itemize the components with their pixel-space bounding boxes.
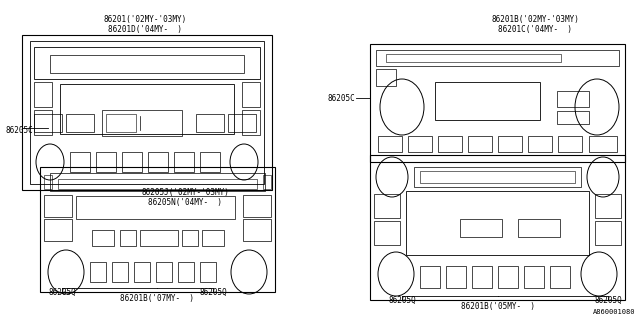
Bar [58, 179, 257, 189]
Bar [460, 219, 502, 237]
Bar [22, 35, 272, 190]
Bar [378, 136, 402, 152]
Bar [376, 69, 396, 86]
Text: 86201D('04MY-  ): 86201D('04MY- ) [108, 25, 182, 34]
Bar [182, 230, 198, 246]
Text: 86201C('04MY-  ): 86201C('04MY- ) [498, 25, 572, 34]
Bar [76, 196, 235, 219]
Bar [557, 91, 589, 107]
Bar [557, 111, 589, 124]
Text: 86205J('02MY-'03MY): 86205J('02MY-'03MY) [141, 188, 229, 197]
Text: 86205C: 86205C [5, 125, 33, 134]
Bar [242, 82, 260, 107]
Text: 86205Q: 86205Q [388, 295, 416, 305]
Text: 86205Q: 86205Q [594, 295, 622, 305]
Bar [406, 191, 589, 255]
Bar [196, 114, 224, 132]
Bar [518, 219, 560, 237]
Bar [44, 219, 72, 241]
Bar [472, 266, 492, 288]
Bar [386, 54, 561, 62]
Bar [550, 266, 570, 288]
Text: A860001080: A860001080 [593, 309, 635, 315]
Bar [120, 230, 136, 246]
Bar [420, 171, 575, 183]
Bar [34, 82, 52, 107]
Bar [148, 152, 168, 172]
Bar [202, 230, 224, 246]
Bar [589, 136, 617, 152]
Bar [134, 262, 150, 282]
Bar [263, 175, 271, 189]
Text: 86205Q: 86205Q [199, 287, 227, 297]
Bar [50, 173, 265, 191]
Bar [408, 136, 432, 152]
Bar [140, 230, 178, 246]
Bar [524, 266, 544, 288]
Bar [34, 114, 62, 132]
Bar [468, 136, 492, 152]
Bar [528, 136, 552, 152]
Bar [92, 230, 114, 246]
Bar [34, 110, 52, 135]
Bar [200, 262, 216, 282]
Bar [243, 195, 271, 217]
Bar [90, 262, 106, 282]
Bar [96, 152, 116, 172]
Bar [122, 152, 142, 172]
Bar [228, 114, 256, 132]
Bar [178, 262, 194, 282]
Bar [446, 266, 466, 288]
Bar [30, 41, 264, 184]
Bar [60, 84, 234, 134]
Bar [174, 152, 194, 172]
Bar [498, 136, 522, 152]
Bar [370, 44, 625, 162]
Bar [44, 195, 72, 217]
Bar [420, 266, 440, 288]
Bar [156, 262, 172, 282]
Text: 86205C: 86205C [327, 93, 355, 102]
Bar [374, 194, 400, 218]
Bar [242, 110, 260, 135]
Bar [376, 50, 619, 66]
Bar [70, 152, 90, 172]
Bar [370, 155, 625, 300]
Bar [112, 262, 128, 282]
Bar [102, 110, 182, 136]
Text: 86205Q: 86205Q [48, 287, 76, 297]
Text: 86201B('05MY-  ): 86201B('05MY- ) [461, 301, 535, 310]
Bar [595, 194, 621, 218]
Text: 86201('02MY-'03MY): 86201('02MY-'03MY) [104, 14, 187, 23]
Text: 86201B('07MY-  ): 86201B('07MY- ) [120, 293, 194, 302]
Bar [200, 152, 220, 172]
Bar [438, 136, 462, 152]
Text: 86201B('02MY-'03MY): 86201B('02MY-'03MY) [491, 14, 579, 23]
Bar [595, 221, 621, 245]
Bar [435, 82, 540, 120]
Bar [414, 167, 581, 187]
Bar [34, 47, 260, 79]
Bar [558, 136, 582, 152]
Bar [498, 266, 518, 288]
Bar [66, 114, 94, 132]
Bar [50, 55, 244, 73]
Bar [44, 175, 52, 189]
Bar [374, 221, 400, 245]
Text: 86205N('04MY-  ): 86205N('04MY- ) [148, 198, 222, 207]
Bar [106, 114, 136, 132]
Bar [40, 167, 275, 292]
Bar [243, 219, 271, 241]
